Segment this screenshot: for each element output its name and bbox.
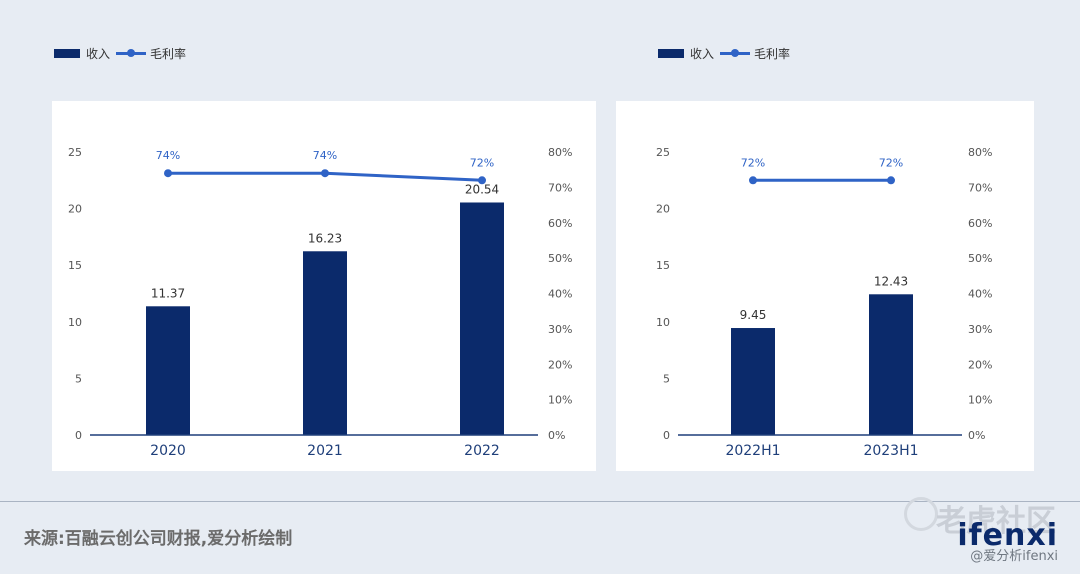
- chart-panel-halfyear: 0 5 10 15 20 25 0% 10% 20% 30% 40% 50% 60% 70% 80% 9.45…: [616, 101, 1034, 471]
- y-left-tick-label: 25: [656, 146, 670, 159]
- y-right-tick-label: 60%: [548, 217, 572, 230]
- y-left-tick-label: 10: [68, 316, 82, 329]
- y-left-tick-label: 10: [656, 316, 670, 329]
- bar-value-label: 11.37: [151, 286, 185, 300]
- y-left-tick-label: 25: [68, 146, 82, 159]
- y-left-tick-label: 15: [656, 259, 670, 272]
- credit-watermark: @爱分析ifenxi: [970, 549, 1058, 564]
- y-left-tick-label: 5: [75, 372, 82, 385]
- x-tick-label: 2022: [464, 443, 500, 459]
- y-left-tick-label: 0: [663, 429, 670, 442]
- chart-halfyear: 0 5 10 15 20 25 0% 10% 20% 30% 40% 50% 60% 70% 80% 9.45…: [656, 146, 992, 459]
- y-right-tick-label: 20%: [968, 358, 992, 371]
- margin-point: [478, 176, 486, 185]
- footer-divider: [0, 501, 1080, 502]
- y-right-tick-label: 40%: [548, 288, 572, 301]
- bar: [303, 251, 347, 435]
- bar: [146, 306, 190, 435]
- legend-bar-swatch: [54, 48, 80, 58]
- y-right-tick-label: 30%: [548, 323, 572, 336]
- legend-line-label: 毛利率: [754, 46, 791, 61]
- y-right-tick-label: 30%: [968, 323, 992, 336]
- legend-bar-label: 收入: [690, 46, 715, 61]
- margin-value-label: 72%: [879, 156, 903, 169]
- community-logo-icon: [904, 497, 938, 531]
- legend-bar-label: 收入: [86, 46, 111, 61]
- y-left-tick-label: 0: [75, 429, 82, 442]
- brand-watermark: ifenxi: [957, 518, 1058, 553]
- bar-value-label: 20.54: [465, 182, 499, 196]
- x-tick-label: 2023H1: [863, 443, 918, 459]
- bar: [460, 202, 504, 435]
- bar-value-label: 9.45: [740, 308, 767, 322]
- margin-value-label: 72%: [741, 156, 765, 169]
- y-right-tick-label: 70%: [548, 181, 572, 194]
- y-right-tick-label: 70%: [968, 181, 992, 194]
- legend-left: 收入 毛利率: [54, 44, 186, 62]
- margin-point: [164, 169, 172, 178]
- legend-line-swatch: [720, 47, 751, 59]
- x-tick-label: 2020: [150, 443, 186, 459]
- y-left-tick-label: 20: [68, 203, 82, 216]
- y-right-tick-label: 80%: [968, 146, 992, 159]
- y-right-tick-label: 80%: [548, 146, 572, 159]
- y-right-tick-label: 50%: [548, 252, 572, 265]
- chart-panel-annual: 0 5 10 15 20 25 0% 10% 20% 30% 40% 50% 60% 70% 80% 11.3…: [52, 101, 596, 471]
- source-note: 来源:百融云创公司财报,爱分析绘制: [24, 529, 293, 549]
- legend-bar-swatch: [658, 48, 684, 58]
- x-tick-label: 2021: [307, 443, 343, 459]
- bar-value-label: 12.43: [874, 274, 908, 288]
- y-right-tick-label: 0%: [968, 429, 985, 442]
- y-left-tick-label: 5: [663, 372, 670, 385]
- margin-value-label: 72%: [470, 156, 494, 169]
- margin-point: [321, 169, 329, 178]
- bar: [869, 294, 913, 435]
- legend-right: 收入 毛利率: [658, 44, 790, 62]
- y-left-tick-label: 15: [68, 259, 82, 272]
- y-right-tick-label: 0%: [548, 429, 565, 442]
- legend-line-label: 毛利率: [150, 46, 187, 61]
- bar-value-label: 16.23: [308, 231, 342, 245]
- legend-line-swatch: [116, 47, 147, 59]
- chart-annual: 0 5 10 15 20 25 0% 10% 20% 30% 40% 50% 60% 70% 80% 11.3…: [68, 146, 572, 459]
- y-right-tick-label: 20%: [548, 358, 572, 371]
- margin-value-label: 74%: [313, 149, 337, 162]
- margin-value-label: 74%: [156, 149, 180, 162]
- y-right-tick-label: 50%: [968, 252, 992, 265]
- community-watermark: 老虎社区: [936, 504, 1056, 539]
- bar: [731, 328, 775, 435]
- y-right-tick-label: 10%: [548, 394, 572, 407]
- y-right-tick-label: 60%: [968, 217, 992, 230]
- margin-point: [887, 176, 895, 185]
- margin-point: [749, 176, 757, 185]
- x-tick-label: 2022H1: [725, 443, 780, 459]
- y-left-tick-label: 20: [656, 203, 670, 216]
- y-right-tick-label: 40%: [968, 288, 992, 301]
- y-right-tick-label: 10%: [968, 394, 992, 407]
